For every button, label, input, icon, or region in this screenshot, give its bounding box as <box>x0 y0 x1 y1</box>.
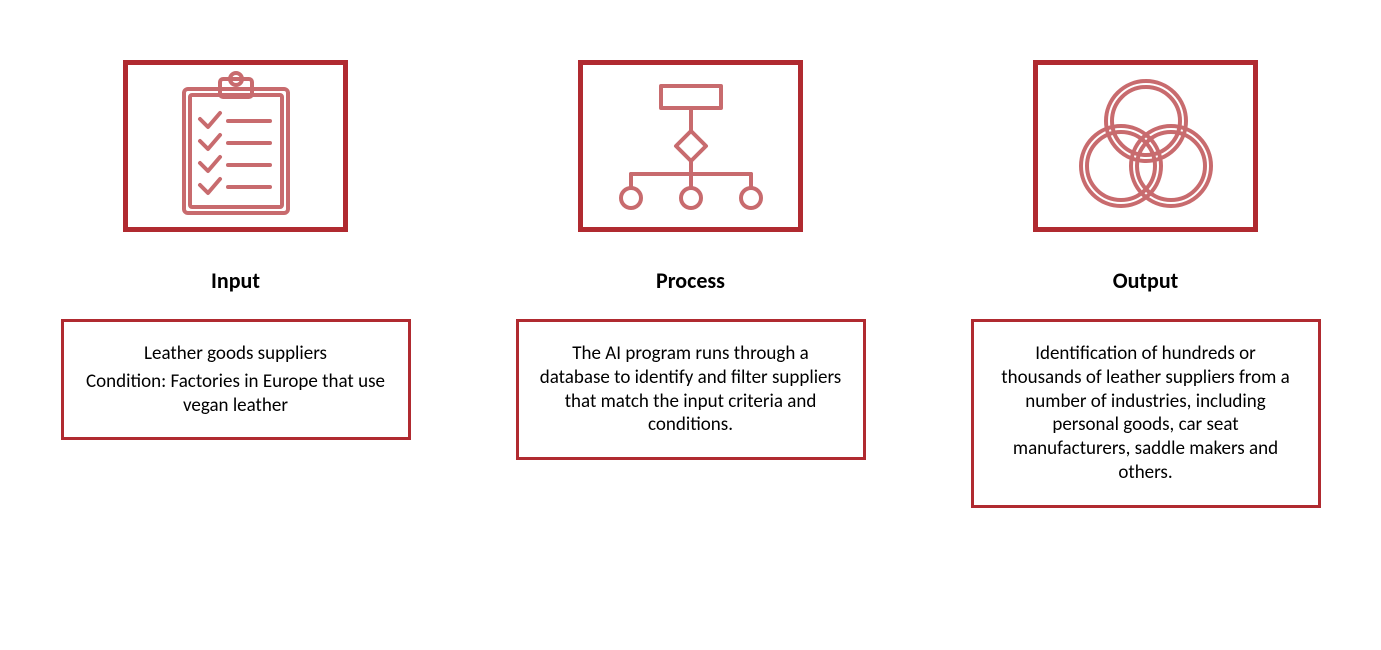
desc-process-line1: The AI program runs through a database t… <box>539 342 843 437</box>
venn-icon <box>1061 71 1231 221</box>
desc-output: Identification of hundreds or thousands … <box>971 319 1321 508</box>
col-process: Process The AI program runs through a da… <box>516 60 866 508</box>
desc-input-line2: Condition: Factories in Europe that use … <box>84 370 388 418</box>
col-input: Input Leather goods suppliers Condition:… <box>61 60 411 508</box>
clipboard-checklist-icon <box>166 71 306 221</box>
iconbox-output <box>1033 60 1258 232</box>
iconbox-input <box>123 60 348 232</box>
col-output: Output Identification of hundreds or tho… <box>971 60 1321 508</box>
iconbox-process <box>578 60 803 232</box>
desc-input: Leather goods suppliers Condition: Facto… <box>61 319 411 440</box>
desc-input-line1: Leather goods suppliers <box>144 342 327 366</box>
desc-process: The AI program runs through a database t… <box>516 319 866 460</box>
title-process: Process <box>656 267 725 294</box>
desc-output-line1: Identification of hundreds or thousands … <box>994 342 1298 485</box>
diagram-row: Input Leather goods suppliers Condition:… <box>61 60 1321 508</box>
title-output: Output <box>1113 267 1179 294</box>
flowchart-icon <box>606 76 776 216</box>
title-input: Input <box>211 267 260 294</box>
